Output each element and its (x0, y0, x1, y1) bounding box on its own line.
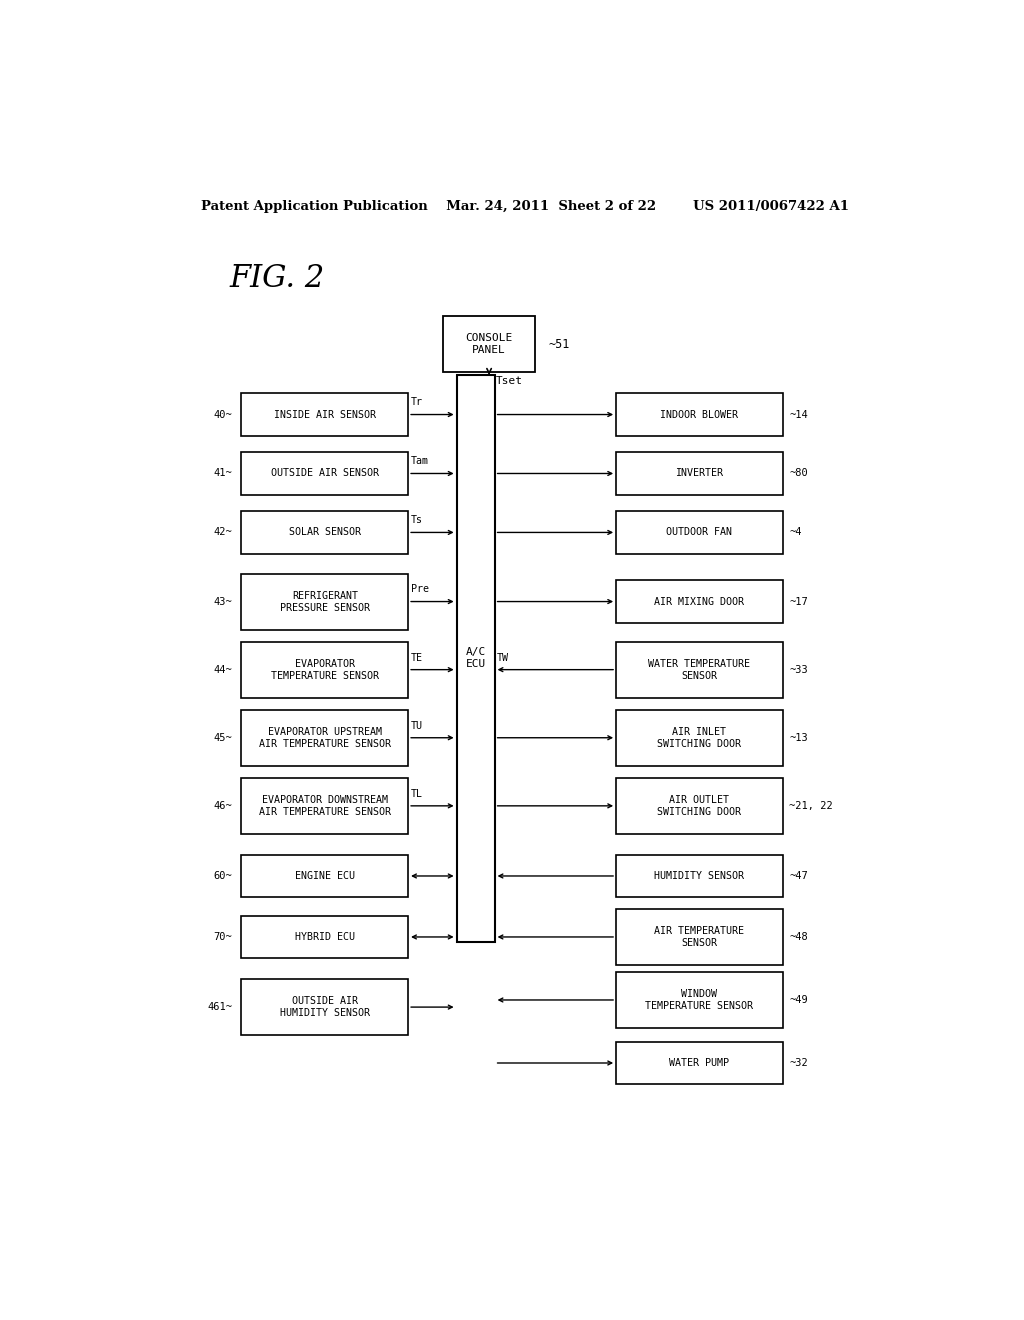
Text: ~13: ~13 (790, 733, 808, 743)
Text: EVAPORATOR UPSTREAM
AIR TEMPERATURE SENSOR: EVAPORATOR UPSTREAM AIR TEMPERATURE SENS… (259, 727, 391, 748)
Text: INDOOR BLOWER: INDOOR BLOWER (660, 409, 738, 420)
Text: 60~: 60~ (213, 871, 232, 880)
Text: 70~: 70~ (213, 932, 232, 942)
Text: ~17: ~17 (790, 597, 808, 607)
Bar (457, 375, 495, 942)
Text: ~32: ~32 (790, 1059, 808, 1068)
Text: Tset: Tset (496, 376, 522, 387)
Text: WATER PUMP: WATER PUMP (670, 1059, 729, 1068)
Text: ~21, 22: ~21, 22 (790, 801, 833, 810)
Text: SOLAR SENSOR: SOLAR SENSOR (289, 528, 360, 537)
Text: EVAPORATOR DOWNSTREAM
AIR TEMPERATURE SENSOR: EVAPORATOR DOWNSTREAM AIR TEMPERATURE SE… (259, 795, 391, 817)
Text: ~49: ~49 (790, 995, 808, 1005)
Bar (616, 710, 782, 766)
Bar (616, 1041, 782, 1084)
Bar (242, 777, 409, 834)
Text: 40~: 40~ (213, 409, 232, 420)
Text: Patent Application Publication    Mar. 24, 2011  Sheet 2 of 22        US 2011/00: Patent Application Publication Mar. 24, … (201, 199, 849, 213)
Text: AIR MIXING DOOR: AIR MIXING DOOR (654, 597, 744, 607)
Text: 41~: 41~ (213, 469, 232, 478)
Text: WINDOW
TEMPERATURE SENSOR: WINDOW TEMPERATURE SENSOR (645, 989, 754, 1011)
Bar (242, 710, 409, 766)
Text: ~47: ~47 (790, 871, 808, 880)
Bar (616, 581, 782, 623)
Text: HUMIDITY SENSOR: HUMIDITY SENSOR (654, 871, 744, 880)
Bar (616, 909, 782, 965)
Text: A/C
ECU: A/C ECU (466, 648, 485, 669)
Text: ~51: ~51 (549, 338, 570, 351)
Bar (616, 642, 782, 697)
Text: REFRIGERANT
PRESSURE SENSOR: REFRIGERANT PRESSURE SENSOR (280, 590, 370, 612)
Text: AIR OUTLET
SWITCHING DOOR: AIR OUTLET SWITCHING DOOR (657, 795, 741, 817)
Bar (616, 511, 782, 554)
Text: CONSOLE
PANEL: CONSOLE PANEL (466, 334, 513, 355)
Text: WATER TEMPERATURE
SENSOR: WATER TEMPERATURE SENSOR (648, 659, 751, 681)
Text: 43~: 43~ (213, 597, 232, 607)
Text: 50: 50 (461, 378, 475, 388)
Text: 42~: 42~ (213, 528, 232, 537)
Text: AIR INLET
SWITCHING DOOR: AIR INLET SWITCHING DOOR (657, 727, 741, 748)
Text: INVERTER: INVERTER (676, 469, 723, 478)
Bar (242, 511, 409, 554)
Text: ~48: ~48 (790, 932, 808, 942)
Text: ~80: ~80 (790, 469, 808, 478)
Text: TE: TE (411, 652, 423, 663)
Text: 44~: 44~ (213, 665, 232, 675)
Text: 45~: 45~ (213, 733, 232, 743)
Bar (242, 453, 409, 495)
Bar (616, 854, 782, 898)
Bar (242, 642, 409, 697)
Text: OUTSIDE AIR
HUMIDITY SENSOR: OUTSIDE AIR HUMIDITY SENSOR (280, 997, 370, 1018)
Text: Pre: Pre (411, 585, 428, 594)
Bar (242, 979, 409, 1035)
Text: TW: TW (497, 652, 509, 663)
Text: INSIDE AIR SENSOR: INSIDE AIR SENSOR (273, 409, 376, 420)
Bar (616, 777, 782, 834)
Text: Ts: Ts (411, 515, 423, 525)
Text: ENGINE ECU: ENGINE ECU (295, 871, 354, 880)
Text: FIG. 2: FIG. 2 (229, 263, 325, 294)
Text: 461~: 461~ (207, 1002, 232, 1012)
Bar (616, 453, 782, 495)
Bar (242, 854, 409, 898)
Text: ~4: ~4 (790, 528, 802, 537)
Bar (242, 916, 409, 958)
Text: ~33: ~33 (790, 665, 808, 675)
Bar (242, 393, 409, 436)
Text: EVAPORATOR
TEMPERATURE SENSOR: EVAPORATOR TEMPERATURE SENSOR (270, 659, 379, 681)
Bar (242, 574, 409, 630)
Bar (616, 393, 782, 436)
Text: Tr: Tr (411, 397, 423, 408)
Text: AIR TEMPERATURE
SENSOR: AIR TEMPERATURE SENSOR (654, 925, 744, 948)
Text: OUTSIDE AIR SENSOR: OUTSIDE AIR SENSOR (270, 469, 379, 478)
Text: TL: TL (411, 789, 423, 799)
Text: OUTDOOR FAN: OUTDOOR FAN (667, 528, 732, 537)
Bar (616, 972, 782, 1028)
Text: ~14: ~14 (790, 409, 808, 420)
Text: HYBRID ECU: HYBRID ECU (295, 932, 354, 942)
Text: TU: TU (411, 721, 423, 731)
Text: Tam: Tam (411, 457, 428, 466)
Bar (443, 317, 535, 372)
Text: 46~: 46~ (213, 801, 232, 810)
